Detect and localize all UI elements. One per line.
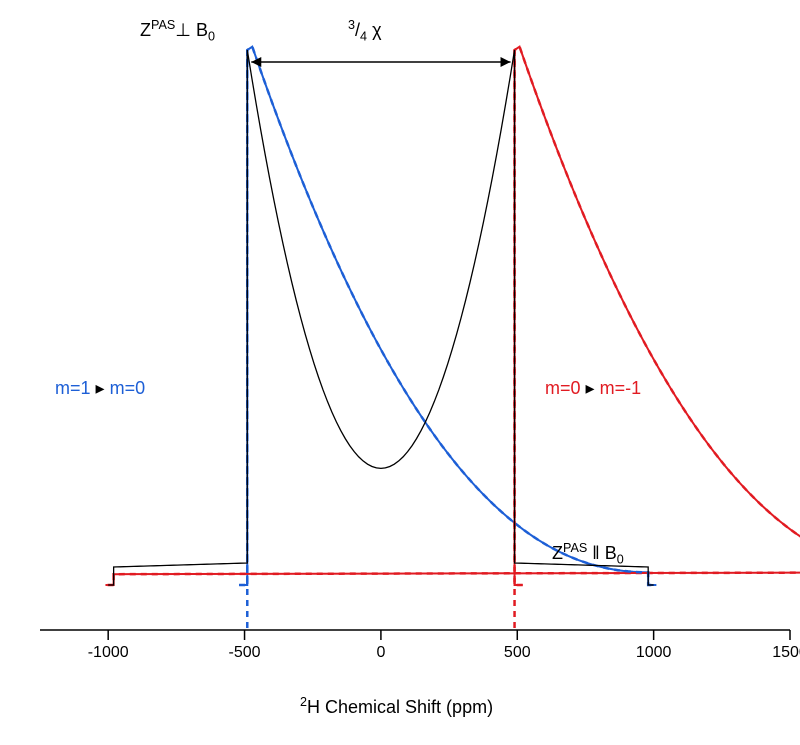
nmr-pake-plot: ZPAS⊥ B0 3/4 χ m=1 ▸ m=0 m=0 ▸ m=-1 ZPAS… [0,0,800,740]
tick-label: 1000 [636,644,672,662]
blue-solid-curve [239,47,656,585]
tick-label: 500 [504,644,531,662]
blue-dashed-curve [239,47,656,585]
tick-label: 1500 [772,644,800,662]
sum-curve [108,50,653,585]
label-z-par: ZPAS ‖ B0 [552,541,624,567]
span-arrow-right [501,57,511,67]
label-blue-transition: m=1 ▸ m=0 [55,378,145,399]
x-axis-label: 2H Chemical Shift (ppm) [300,695,493,718]
label-red-transition: m=0 ▸ m=-1 [545,378,641,399]
plot-svg [0,0,800,740]
tick-label: -500 [229,644,261,662]
tick-label: -1000 [88,644,129,662]
label-z-perp: ZPAS⊥ B0 [140,18,215,44]
label-span: 3/4 χ [348,18,382,44]
tick-label: 0 [376,644,385,662]
red-dashed-curve [105,47,800,585]
red-solid-curve [105,47,800,585]
